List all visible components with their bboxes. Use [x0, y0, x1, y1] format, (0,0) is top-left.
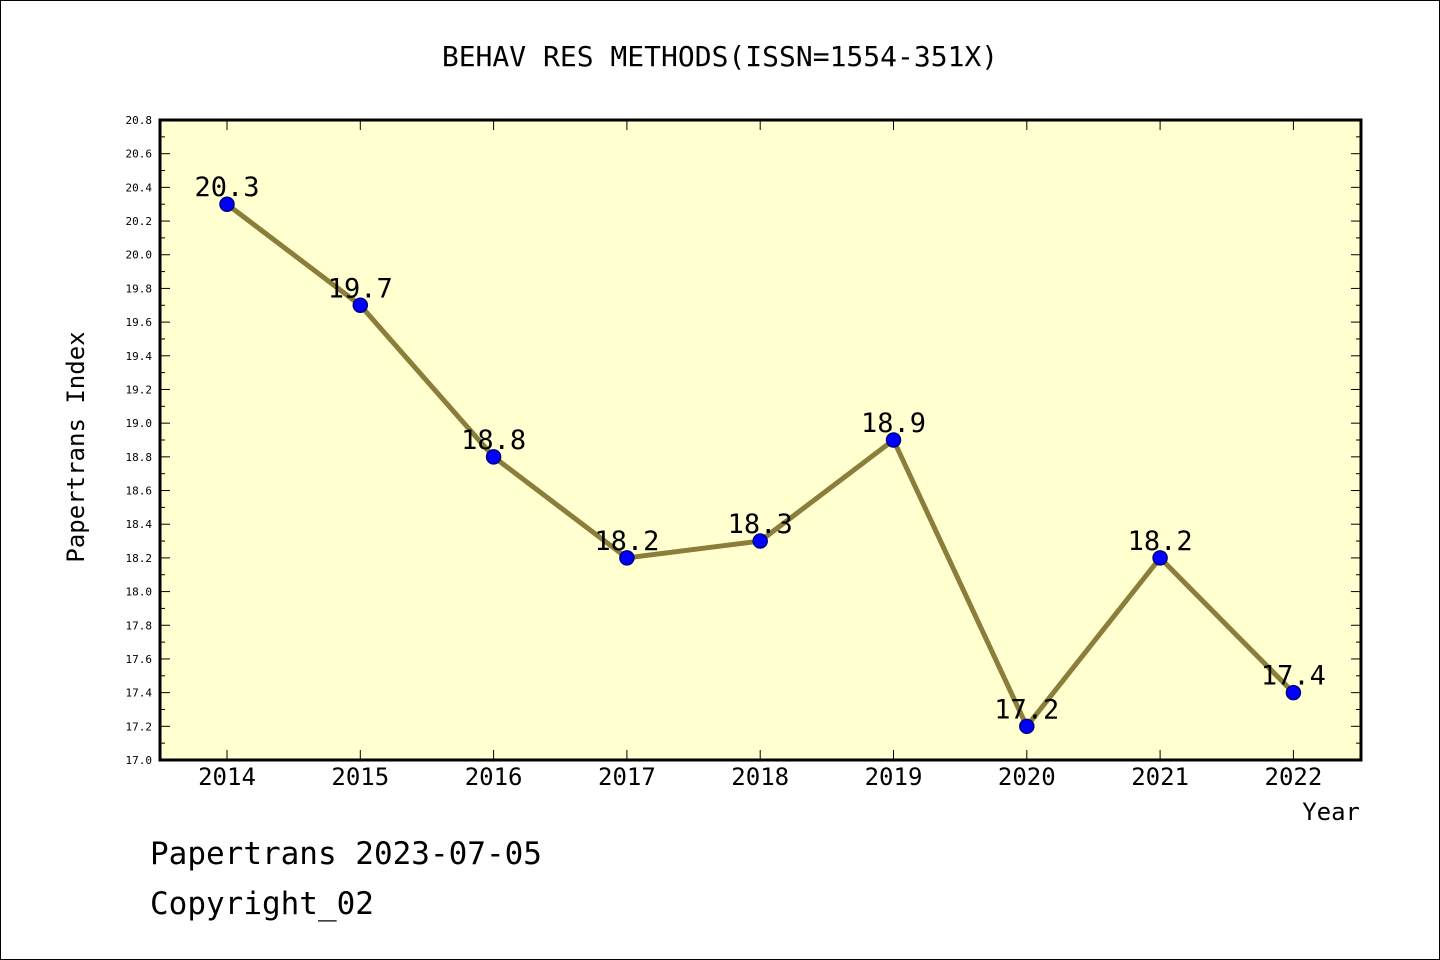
x-axis-label: Year: [1302, 798, 1360, 826]
x-tick-label: 2016: [465, 763, 523, 791]
data-point: [1019, 718, 1035, 735]
footer-copyright: Copyright_02: [150, 886, 374, 922]
data-label-group: 20.3 19.7 18.8 18.2 18.3 18.9 17.2 18.2 17.4: [194, 172, 1325, 725]
data-point: [485, 449, 502, 465]
y-tick-label: 20.6: [126, 148, 153, 161]
data-label: 17.4: [1261, 661, 1326, 692]
x-tick-label: 2014: [198, 763, 256, 791]
x-tick-label: 2019: [865, 763, 923, 791]
data-point: [219, 196, 235, 212]
y-axis: 17.0 17.2 17.4 17.6 17.8 18.0 18.2 18.4 18.6 18.8…: [126, 114, 1361, 767]
plot-border: [158, 118, 1363, 762]
data-label: 18.2: [594, 526, 659, 557]
x-tick-label: 2018: [731, 763, 789, 791]
y-tick-label: 17.0: [126, 754, 153, 767]
y-tick-label: 20.4: [126, 181, 153, 194]
series-line-group: [219, 196, 1302, 735]
y-tick-label: 17.8: [126, 619, 153, 632]
x-axis: 2014 2015 2016 2017 2018 2019 2020 2021 2022: [198, 120, 1322, 791]
y-tick-label: 19.6: [126, 316, 153, 329]
data-point: [1152, 550, 1168, 566]
data-label: 18.9: [861, 408, 926, 439]
y-axis-label: Papertrans Index: [62, 331, 90, 562]
chart-title: BEHAV RES METHODS(ISSN=1554-351X): [442, 40, 998, 73]
footer-date: Papertrans 2023-07-05: [150, 836, 542, 872]
data-label: 18.2: [1128, 526, 1193, 557]
data-label: 18.3: [728, 509, 793, 540]
y-tick-label: 19.0: [126, 417, 153, 430]
x-tick-label: 2015: [331, 763, 389, 791]
x-tick-label: 2020: [998, 763, 1056, 791]
plot-area: [160, 120, 1361, 760]
data-label: 20.3: [194, 172, 259, 203]
data-point: [352, 297, 369, 314]
y-tick-label: 17.2: [126, 720, 153, 733]
y-tick-label: 19.2: [126, 383, 153, 396]
y-tick-label: 20.0: [126, 249, 153, 262]
y-tick-label: 18.4: [126, 518, 153, 531]
y-tick-label: 18.2: [126, 552, 153, 565]
y-tick-label: 18.0: [126, 586, 153, 599]
data-point: [752, 533, 768, 549]
data-point: [1285, 684, 1302, 701]
y-tick-label: 18.6: [126, 485, 153, 498]
y-tick-label: 17.6: [126, 653, 153, 666]
y-tick-label: 19.8: [126, 282, 153, 295]
data-label: 18.8: [461, 425, 526, 456]
x-tick-label: 2022: [1265, 763, 1323, 791]
data-label: 17.2: [994, 694, 1059, 725]
x-tick-label: 2017: [598, 763, 656, 791]
y-tick-label: 18.8: [126, 451, 153, 464]
y-tick-label: 20.2: [126, 215, 153, 228]
y-tick-label: 17.4: [126, 687, 153, 700]
y-tick-label: 19.4: [126, 350, 153, 363]
data-label: 19.7: [328, 273, 393, 304]
data-point: [885, 432, 902, 448]
data-point: [619, 550, 635, 566]
y-tick-label: 20.8: [126, 114, 153, 127]
x-tick-label: 2021: [1131, 763, 1189, 791]
